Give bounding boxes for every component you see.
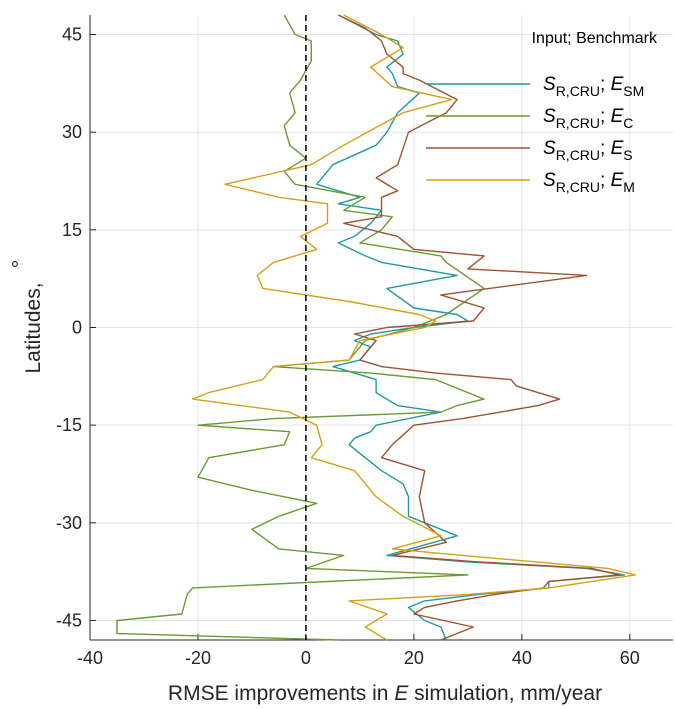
series-line-3: [337, 14, 620, 641]
legend-s: S: [543, 74, 556, 95]
legend-e-sub: SM: [623, 83, 644, 99]
axes: -40 -20 0 20 40 60 -45 -30 -15 0 15 30 45: [56, 15, 673, 668]
legend-e: E: [611, 74, 624, 95]
legend-entry-3: SR,CRU; ES: [543, 138, 633, 163]
x-axis-label-italic: E: [394, 682, 409, 705]
legend-s: S: [543, 170, 556, 191]
legend-e-sub: M: [623, 179, 635, 195]
x-tick-label: 20: [404, 648, 424, 668]
legend-e-sub: S: [623, 147, 632, 163]
legend-entry-2: SR,CRU; EC: [543, 106, 633, 131]
x-tick-label: 0: [301, 648, 311, 668]
series-line-4: [191, 14, 636, 641]
legend-e-sub: C: [623, 115, 633, 131]
y-axis-degree-symbol: °: [11, 258, 19, 281]
y-tick-label: -45: [56, 610, 82, 630]
y-tick-label: 45: [62, 25, 82, 45]
legend-title: Input; Benchmark: [532, 30, 658, 47]
series-line-2: [116, 14, 485, 641]
legend-s-sub: R,CRU: [556, 179, 600, 195]
legend-s-sub: R,CRU: [556, 83, 600, 99]
legend-e: E: [611, 138, 624, 159]
y-axis-label-text: Latitudes,: [22, 282, 45, 373]
legend-s-sub: R,CRU: [556, 115, 600, 131]
legend-sep: ;: [600, 106, 611, 127]
y-tick-label: -30: [56, 513, 82, 533]
legend-e: E: [611, 106, 624, 127]
y-tick-label: 0: [72, 318, 82, 338]
x-axis-label-suffix: simulation, mm/year: [408, 682, 602, 705]
legend-sep: ;: [600, 74, 611, 95]
x-tick-label: 40: [512, 648, 532, 668]
legend-e: E: [611, 170, 624, 191]
x-tick-label: -20: [185, 648, 211, 668]
x-tick-label: -40: [77, 648, 103, 668]
y-axis-label: Latitudes,: [22, 282, 45, 373]
x-axis-label-prefix: RMSE improvements in: [168, 682, 394, 705]
y-tick-label: 15: [62, 220, 82, 240]
series-layer: [116, 14, 636, 641]
y-tick-label: 30: [62, 122, 82, 142]
legend-s: S: [543, 138, 556, 159]
legend-sep: ;: [600, 138, 611, 159]
legend-s: S: [543, 106, 556, 127]
x-tick-label: 60: [620, 648, 640, 668]
y-tick-label: -15: [56, 415, 82, 435]
legend-sep: ;: [600, 170, 611, 191]
legend-s-sub: R,CRU: [556, 147, 600, 163]
legend-entry-4: SR,CRU; EM: [543, 170, 635, 195]
legend-entry-1: SR,CRU; ESM: [543, 74, 644, 99]
x-axis-label: RMSE improvements in E simulation, mm/ye…: [168, 682, 602, 705]
